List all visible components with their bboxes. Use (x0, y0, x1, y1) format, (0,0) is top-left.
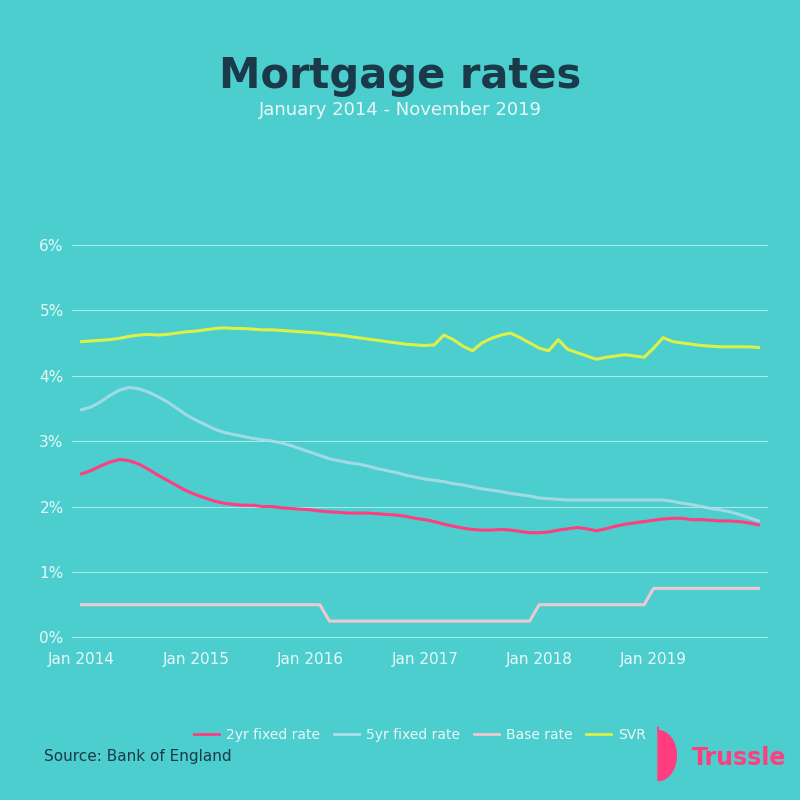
Text: Source: Bank of England: Source: Bank of England (44, 749, 232, 763)
Polygon shape (658, 727, 676, 781)
Text: Trussle: Trussle (692, 746, 786, 770)
Text: Mortgage rates: Mortgage rates (219, 55, 581, 97)
Text: January 2014 - November 2019: January 2014 - November 2019 (258, 102, 542, 119)
Legend: 2yr fixed rate, 5yr fixed rate, Base rate, SVR: 2yr fixed rate, 5yr fixed rate, Base rat… (189, 722, 651, 747)
